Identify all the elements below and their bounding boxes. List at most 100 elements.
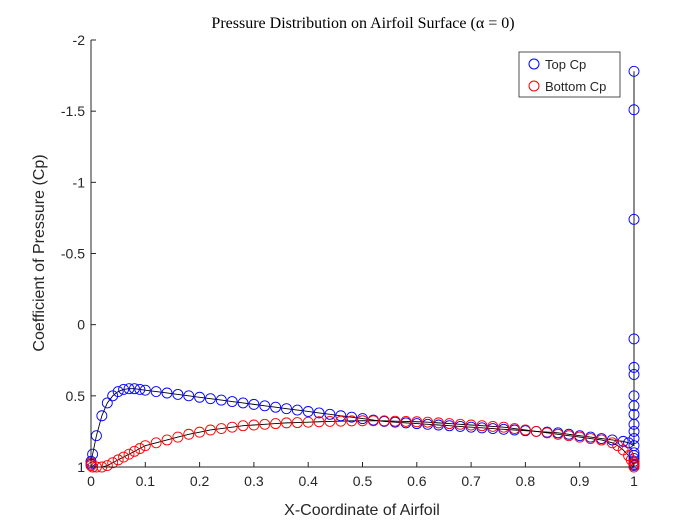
data-point bbox=[172, 388, 184, 400]
data-point bbox=[139, 440, 151, 452]
legend: Top Cp Bottom Cp bbox=[518, 51, 621, 98]
data-point bbox=[205, 393, 216, 405]
data-point bbox=[625, 454, 637, 466]
data-point bbox=[215, 394, 227, 406]
x-tick-label: 0 bbox=[87, 473, 95, 489]
data-point bbox=[107, 390, 119, 402]
data-point bbox=[248, 398, 260, 410]
data-point bbox=[281, 403, 292, 415]
y-axis-label: Coefficient of Pressure (Cp) bbox=[31, 154, 48, 351]
x-tick-label: 0.3 bbox=[244, 473, 264, 489]
data-point bbox=[226, 396, 238, 407]
data-point bbox=[226, 421, 238, 433]
data-point bbox=[161, 387, 173, 399]
data-point bbox=[628, 418, 640, 430]
data-point bbox=[194, 426, 206, 438]
data-point bbox=[487, 420, 499, 432]
data-point bbox=[433, 417, 444, 429]
data-point bbox=[172, 431, 184, 443]
data-point bbox=[118, 383, 130, 395]
data-point bbox=[215, 423, 227, 435]
data-point bbox=[476, 420, 488, 432]
data-point bbox=[194, 391, 206, 403]
data-point bbox=[112, 454, 124, 466]
data-point bbox=[346, 415, 358, 427]
data-point bbox=[205, 424, 216, 436]
x-tick-label: 0.1 bbox=[136, 473, 156, 489]
data-point bbox=[96, 410, 108, 422]
y-tick-label: -0.5 bbox=[61, 246, 85, 262]
data-point bbox=[302, 416, 314, 428]
data-point bbox=[606, 437, 618, 449]
data-point bbox=[324, 408, 336, 420]
data-point bbox=[628, 333, 640, 345]
data-point bbox=[259, 400, 271, 412]
data-point bbox=[422, 416, 434, 428]
y-tick-label: 1 bbox=[77, 459, 85, 475]
data-point bbox=[617, 444, 629, 456]
x-tick-label: 0.2 bbox=[190, 473, 210, 489]
data-point bbox=[628, 361, 640, 373]
data-point bbox=[606, 434, 618, 446]
data-point bbox=[541, 427, 553, 439]
data-point bbox=[357, 415, 368, 427]
x-tick-label: 0.4 bbox=[298, 473, 318, 489]
data-point bbox=[313, 416, 325, 428]
data-point bbox=[291, 417, 303, 429]
data-point bbox=[563, 430, 575, 442]
data-point bbox=[112, 386, 124, 398]
data-point bbox=[313, 407, 325, 419]
data-point bbox=[161, 434, 173, 446]
data-point bbox=[612, 440, 624, 452]
data-point bbox=[302, 406, 314, 417]
data-point bbox=[123, 448, 135, 460]
x-tick-label: 0.7 bbox=[461, 473, 481, 489]
data-point bbox=[628, 400, 640, 412]
data-point bbox=[411, 416, 423, 428]
x-axis-label: X-Coordinate of Airfoil bbox=[284, 502, 440, 519]
y-tick-label: 0.5 bbox=[66, 388, 86, 404]
data-point bbox=[87, 448, 99, 460]
data-point bbox=[237, 397, 249, 409]
data-point bbox=[134, 383, 146, 395]
x-tick-label: 0.8 bbox=[516, 473, 536, 489]
data-point bbox=[324, 416, 336, 427]
legend-label: Bottom Cp bbox=[545, 79, 606, 94]
y-tick-label: -1 bbox=[73, 174, 86, 190]
y-tick-label: -2 bbox=[73, 32, 86, 48]
y-tick-label: 0 bbox=[77, 317, 85, 333]
x-tick-label: 0.6 bbox=[407, 473, 427, 489]
data-point bbox=[389, 415, 401, 427]
data-point bbox=[628, 104, 640, 116]
data-point bbox=[123, 383, 135, 395]
data-point bbox=[628, 213, 640, 225]
data-point bbox=[628, 65, 640, 77]
data-point bbox=[134, 443, 146, 454]
data-point bbox=[454, 418, 466, 430]
legend-items: Top Cp Bottom Cp bbox=[528, 57, 606, 94]
data-point bbox=[237, 420, 249, 432]
data-point bbox=[259, 418, 271, 430]
data-point bbox=[585, 433, 597, 444]
data-point bbox=[270, 401, 282, 413]
data-point bbox=[367, 415, 379, 427]
legend-marker bbox=[528, 80, 540, 92]
legend-label: Top Cp bbox=[545, 57, 586, 72]
data-point bbox=[291, 404, 303, 416]
data-point bbox=[107, 457, 119, 469]
data-point bbox=[128, 445, 140, 457]
data-point bbox=[465, 419, 477, 431]
legend-marker bbox=[528, 58, 540, 70]
data-point bbox=[623, 437, 635, 449]
data-point bbox=[281, 417, 292, 429]
data-point bbox=[574, 431, 586, 443]
data-point bbox=[101, 460, 113, 472]
y-tick-label: -1.5 bbox=[61, 103, 85, 119]
data-point bbox=[248, 419, 260, 431]
data-point bbox=[101, 397, 113, 409]
data-point bbox=[595, 434, 607, 446]
data-point bbox=[552, 428, 564, 440]
x-tick-label: 1 bbox=[630, 473, 638, 489]
data-point bbox=[183, 428, 195, 440]
data-point bbox=[128, 383, 140, 395]
